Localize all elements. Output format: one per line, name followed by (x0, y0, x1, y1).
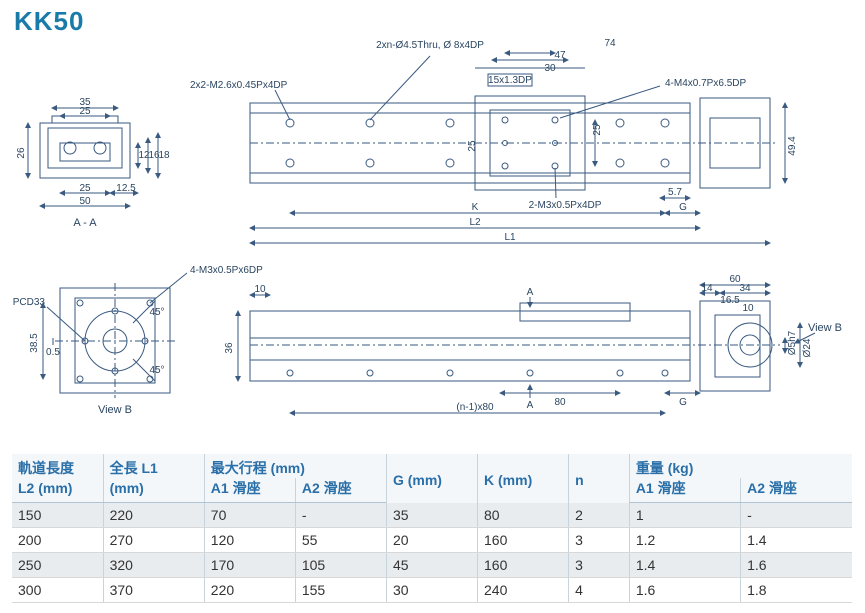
svg-text:10: 10 (742, 303, 754, 314)
side-view: 10 36 A A 80 G (n-1)x80 60 14 34 16.5 10… (224, 274, 842, 413)
table-row: 150220 70- 3580 21 - (12, 503, 852, 528)
svg-text:K: K (472, 202, 479, 213)
svg-text:4-M4x0.7Px6.5DP: 4-M4x0.7Px6.5DP (665, 78, 746, 89)
svg-text:A - A: A - A (73, 217, 97, 229)
spec-table: 軌道長度 全長 L1 最大行程 (mm) G (mm) K (mm) n 重量 … (12, 454, 852, 603)
top-view: 2x2-M2.6x0.45Px4DP 2xn-Ø4.5Thru, Ø 8x4DP… (190, 38, 798, 243)
svg-text:25: 25 (592, 124, 603, 136)
header-row-1: 軌道長度 全長 L1 最大行程 (mm) G (mm) K (mm) n 重量 … (12, 454, 852, 478)
svg-text:49.4: 49.4 (787, 136, 798, 156)
svg-text:45°: 45° (149, 307, 164, 318)
svg-text:G: G (679, 397, 687, 408)
svg-text:74: 74 (604, 38, 616, 49)
view-b: 45° 45° PCD33 38.5 0.5 View B 4-M3x0.5Px… (13, 265, 263, 416)
technical-drawing: 35 25 25 12.5 50 26 12 16 18 A - A (0, 28, 865, 448)
svg-text:36: 36 (224, 342, 235, 354)
svg-text:View B: View B (808, 322, 842, 334)
svg-text:16.5: 16.5 (720, 295, 740, 306)
svg-text:47: 47 (554, 50, 566, 61)
section-aa: 35 25 25 12.5 50 26 12 16 18 A - A (16, 97, 170, 229)
svg-text:34: 34 (739, 283, 751, 294)
svg-text:2xn-Ø4.5Thru, Ø 8x4DP: 2xn-Ø4.5Thru, Ø 8x4DP (376, 40, 484, 51)
svg-text:25: 25 (467, 140, 478, 152)
svg-text:0.5: 0.5 (46, 347, 60, 358)
svg-text:A: A (527, 287, 534, 298)
svg-text:80: 80 (554, 397, 566, 408)
svg-text:A: A (527, 400, 534, 411)
svg-text:10: 10 (254, 284, 266, 295)
svg-text:25: 25 (79, 106, 91, 117)
svg-text:12.5: 12.5 (116, 183, 136, 194)
svg-text:14: 14 (701, 283, 713, 294)
svg-text:View B: View B (98, 404, 132, 416)
svg-text:26: 26 (16, 147, 27, 159)
svg-text:2-M3x0.5Px4DP: 2-M3x0.5Px4DP (529, 200, 602, 211)
table-row: 200270 12055 20160 31.2 1.4 (12, 528, 852, 553)
svg-text:30: 30 (544, 63, 556, 74)
table-row: 300370 220155 30240 41.6 1.8 (12, 578, 852, 603)
svg-text:38.5: 38.5 (29, 333, 40, 353)
svg-text:45°: 45° (149, 365, 164, 376)
svg-text:2x2-M2.6x0.45Px4DP: 2x2-M2.6x0.45Px4DP (190, 80, 288, 91)
svg-text:L1: L1 (504, 232, 516, 243)
svg-text:G: G (679, 202, 687, 213)
svg-text:5.7: 5.7 (668, 187, 682, 198)
svg-text:(n-1)x80: (n-1)x80 (456, 402, 494, 413)
svg-text:50: 50 (79, 196, 91, 207)
svg-text:Ø24: Ø24 (802, 338, 813, 357)
svg-text:18: 18 (158, 150, 170, 161)
table-row: 250320 170105 45160 31.4 1.6 (12, 553, 852, 578)
svg-text:L2: L2 (469, 217, 481, 228)
svg-text:15x1.3DP: 15x1.3DP (488, 75, 532, 86)
svg-text:25: 25 (79, 183, 91, 194)
svg-text:PCD33: PCD33 (13, 297, 46, 308)
svg-text:4-M3x0.5Px6DP: 4-M3x0.5Px6DP (190, 265, 263, 276)
